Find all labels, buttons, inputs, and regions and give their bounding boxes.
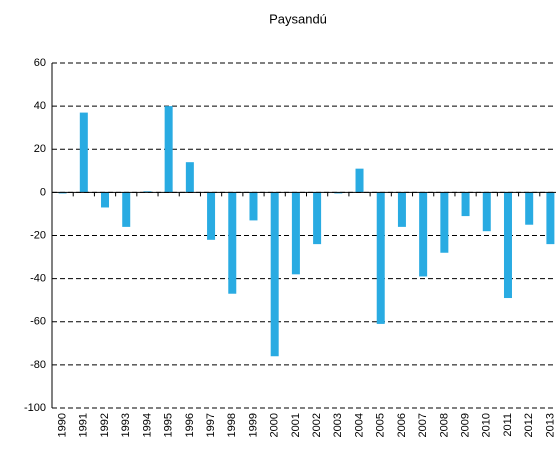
x-tick-label: 1990 (57, 413, 69, 437)
bar (228, 192, 237, 294)
bar (143, 191, 152, 193)
bar (313, 192, 322, 245)
y-tick-label: -80 (30, 359, 46, 371)
bar (482, 192, 491, 232)
x-tick-label: 2013 (544, 413, 556, 437)
bar (164, 106, 173, 193)
bar (461, 192, 470, 217)
chart-title: Paysandú (269, 11, 327, 26)
x-tick-label: 2007 (417, 413, 429, 437)
bar (397, 192, 406, 227)
x-tick-label: 2002 (311, 413, 323, 437)
bar (546, 192, 555, 245)
y-tick-label: -60 (30, 316, 46, 328)
x-tick-label: 1998 (226, 413, 238, 437)
y-tick-label: -20 (30, 229, 46, 241)
x-tick-label: 1999 (247, 413, 259, 437)
y-tick-label: 20 (34, 143, 46, 155)
x-tick-label: 2006 (396, 413, 408, 437)
bar (185, 162, 194, 193)
y-tick-label: 60 (34, 57, 46, 69)
x-tick-label: 1991 (78, 413, 90, 437)
bar (419, 192, 428, 277)
x-tick-label: 2005 (375, 413, 387, 437)
x-tick-label: 1996 (184, 413, 196, 437)
y-tick-label: 0 (40, 186, 46, 198)
bar (58, 192, 67, 194)
x-tick-label: 2004 (353, 413, 365, 437)
y-tick-label: -40 (30, 273, 46, 285)
bar (334, 192, 343, 194)
x-tick-label: 2009 (459, 413, 471, 437)
bar (376, 192, 385, 324)
x-tick-label: 2008 (438, 413, 450, 437)
x-tick-label: 2010 (481, 413, 493, 437)
bar (122, 192, 131, 227)
x-tick-label: 2003 (332, 413, 344, 437)
bar (270, 192, 279, 357)
bar (525, 192, 534, 225)
bar (101, 192, 110, 208)
x-tick-label: 1997 (205, 413, 217, 437)
x-tick-label: 1995 (163, 413, 175, 437)
bar (355, 168, 364, 193)
x-tick-label: 1992 (99, 413, 111, 437)
bar (503, 192, 512, 299)
bar (249, 192, 258, 221)
y-tick-label: -100 (24, 402, 46, 414)
bar (207, 192, 216, 240)
y-tick-label: 40 (34, 100, 46, 112)
x-tick-label: 2001 (290, 413, 302, 437)
x-tick-label: 2011 (502, 413, 514, 437)
x-tick-label: 2000 (269, 413, 281, 437)
x-tick-label: 2012 (523, 413, 535, 437)
bar (291, 192, 300, 275)
bar (440, 192, 449, 253)
bar (79, 112, 88, 193)
x-tick-label: 1994 (141, 413, 153, 437)
x-tick-label: 1993 (120, 413, 132, 437)
